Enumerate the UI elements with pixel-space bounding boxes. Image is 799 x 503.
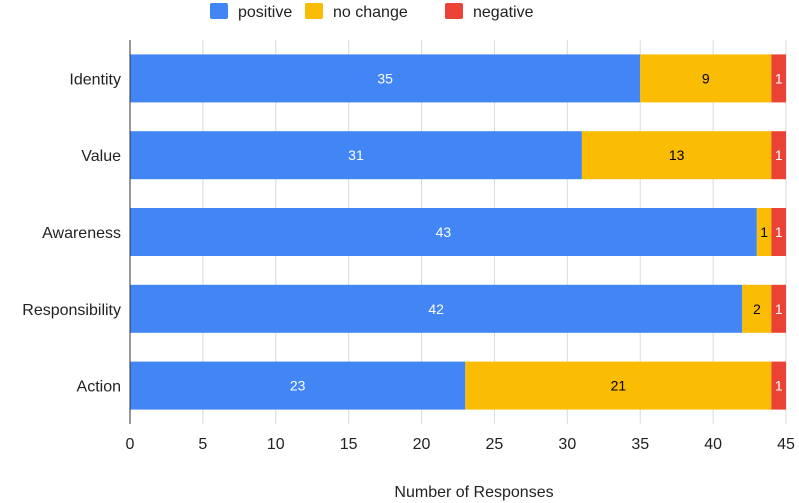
data-label-identity-negative: 1 [775,70,783,86]
legend-swatch-no-change [305,3,323,19]
data-label-identity-no-change: 9 [702,70,710,86]
bar-responsibility-positive [130,284,743,333]
data-label-value-positive: 31 [348,147,364,163]
category-label-identity: Identity [69,71,121,88]
bar-awareness-negative [771,208,786,256]
data-label-action-negative: 1 [775,378,783,394]
bar-value-positive [130,131,582,180]
bar-identity-negative [771,54,786,103]
data-label-value-negative: 1 [775,147,783,163]
x-tick-label: 45 [777,436,795,453]
bar-action-negative [771,361,786,410]
bar-identity-no-change [640,54,772,103]
x-tick-labels: 0 5 10 15 20 25 30 35 40 45 [126,436,795,453]
data-label-awareness-negative: 1 [775,224,783,240]
x-tick-label: 40 [704,436,722,453]
x-tick-label: 15 [340,436,358,453]
bar-awareness-no-change [756,208,772,256]
data-label-awareness-positive: 43 [436,224,452,240]
data-label-action-positive: 23 [290,378,306,394]
legend-swatch-negative [445,3,463,19]
x-axis-title: Number of Responses [394,484,553,501]
legend-label-positive: positive [238,4,292,21]
bar-action-positive [130,361,466,410]
data-label-responsibility-negative: 1 [775,301,783,317]
category-labels: Identity Value Awareness Responsibility Acti… [22,71,121,395]
bar-identity-positive [130,54,641,103]
category-label-action: Action [77,379,121,396]
data-label-value-no-change: 13 [669,147,685,163]
data-label-awareness-no-change: 1 [760,224,768,240]
x-tick-label: 20 [413,436,431,453]
data-label-identity-positive: 35 [377,70,393,86]
x-tick-label: 25 [486,436,504,453]
bar-responsibility-negative [771,284,786,333]
x-tick-label: 10 [267,436,285,453]
bars [130,54,786,410]
legend-swatch-positive [210,3,228,19]
data-label-responsibility-positive: 42 [428,301,444,317]
x-tick-label: 0 [126,436,135,453]
legend-label-negative: negative [473,4,534,21]
data-label-action-no-change: 21 [611,378,627,394]
bar-value-negative [771,131,786,180]
bar-value-no-change [581,131,772,180]
x-tick-label: 5 [198,436,207,453]
bar-action-no-change [465,361,772,410]
category-label-awareness: Awareness [42,225,121,242]
legend-label-no-change: no change [333,4,408,21]
category-label-value: Value [81,148,121,165]
bar-responsibility-no-change [742,284,772,333]
legend: positive no change negative [210,3,534,21]
x-tick-label: 30 [558,436,576,453]
x-tick-label: 35 [631,436,649,453]
category-label-responsibility: Responsibility [22,302,121,319]
data-labels: 35 9 131 13 143 1 142 2 123 21 1 [290,70,783,393]
bar-awareness-positive [130,208,757,256]
data-label-responsibility-no-change: 2 [753,301,761,317]
